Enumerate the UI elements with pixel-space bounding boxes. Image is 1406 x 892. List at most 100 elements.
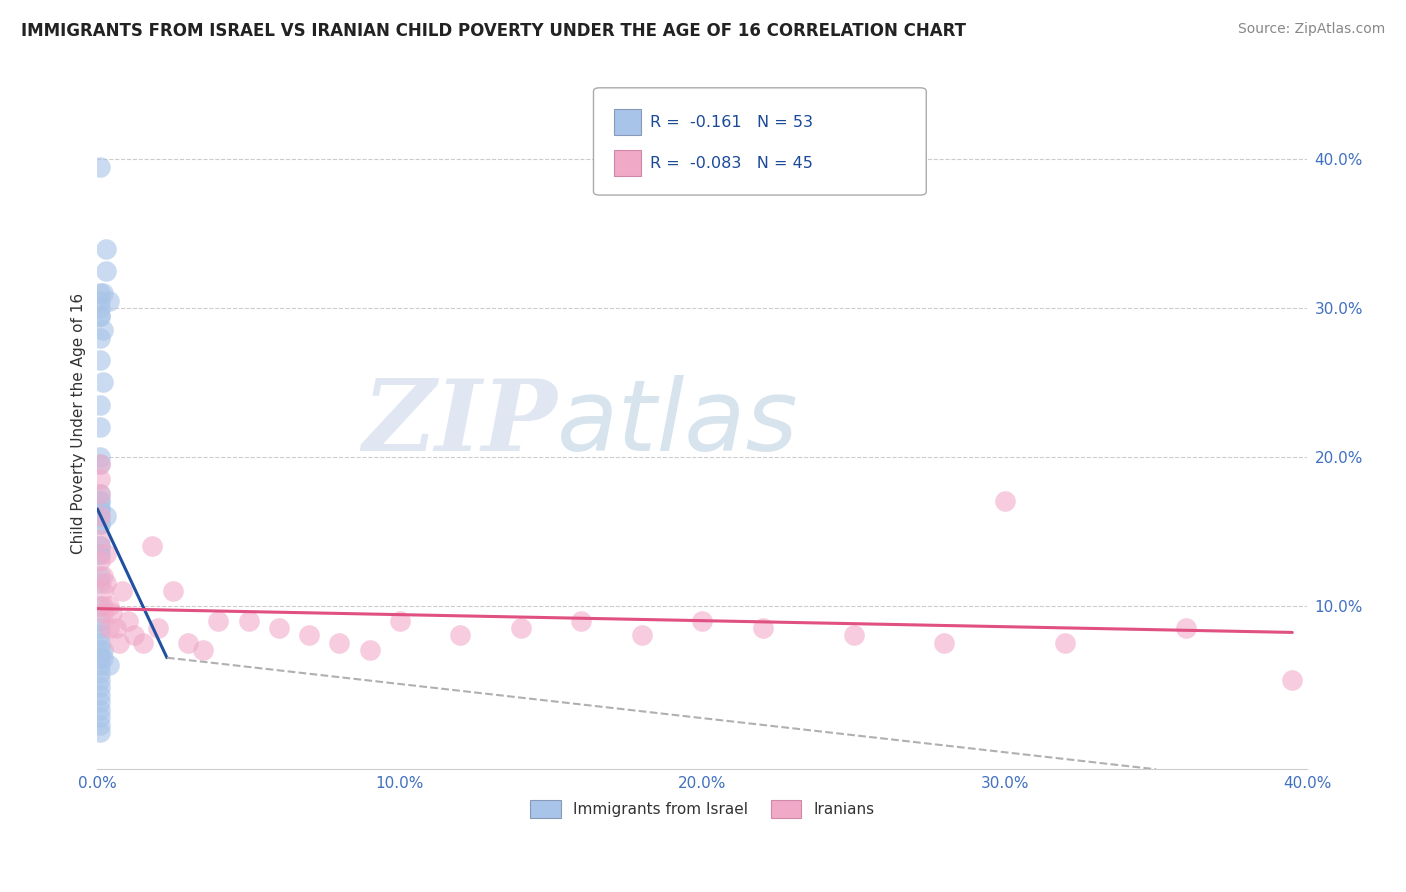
Point [89,628,111,642]
FancyBboxPatch shape [614,150,641,177]
Point [93,569,115,583]
Point [89,614,111,628]
Point [89,688,111,702]
Point [89,472,111,486]
Point [89,509,111,524]
Point [93,376,115,390]
Point [89,293,111,308]
Point [98,621,121,635]
Point [89,502,111,516]
Point [89,494,111,508]
Point [96,576,118,591]
Point [117,614,139,628]
Text: R =  -0.083   N = 45: R = -0.083 N = 45 [651,156,813,171]
Point [89,665,111,680]
Point [328,636,350,650]
Point [93,650,115,665]
Point [631,628,654,642]
Point [89,539,111,553]
Point [89,547,111,561]
Text: R =  -0.161   N = 53: R = -0.161 N = 53 [651,115,813,130]
Point [162,583,184,598]
Point [122,628,145,642]
Point [93,286,115,301]
Point [89,643,111,657]
Point [89,703,111,717]
Point [388,614,411,628]
Point [89,658,111,673]
Point [89,717,111,731]
Point [89,487,111,501]
Point [193,643,215,657]
Point [298,628,321,642]
Point [89,309,111,323]
Y-axis label: Child Poverty Under the Age of 16: Child Poverty Under the Age of 16 [72,293,86,554]
Point [1175,621,1198,635]
Point [89,554,111,568]
Point [89,309,111,323]
Point [93,583,115,598]
Point [146,621,169,635]
Point [96,547,118,561]
Text: IMMIGRANTS FROM ISRAEL VS IRANIAN CHILD POVERTY UNDER THE AGE OF 16 CORRELATION : IMMIGRANTS FROM ISRAEL VS IRANIAN CHILD … [21,22,966,40]
Point [89,673,111,687]
Point [89,516,111,531]
Point [98,599,121,613]
Point [89,516,111,531]
Point [89,487,111,501]
Point [89,286,111,301]
Point [89,725,111,739]
Point [359,643,381,657]
Point [96,264,118,278]
Point [93,599,115,613]
Point [89,547,111,561]
Point [107,636,129,650]
Point [89,710,111,724]
Point [89,301,111,315]
Point [93,643,115,657]
Point [89,695,111,709]
Point [89,509,111,524]
Point [98,293,121,308]
Point [89,502,111,516]
Point [842,628,865,642]
Point [1054,636,1077,650]
Point [752,621,775,635]
Point [89,650,111,665]
Legend: Immigrants from Israel, Iranians: Immigrants from Israel, Iranians [524,794,880,824]
Point [89,532,111,546]
Point [110,583,132,598]
Point [89,450,111,464]
Point [1281,673,1303,687]
Point [238,614,260,628]
Point [89,420,111,434]
FancyBboxPatch shape [593,87,927,195]
Point [89,539,111,553]
Point [93,606,115,620]
Point [89,160,111,174]
Point [89,569,111,583]
Point [692,614,714,628]
Point [934,636,956,650]
Point [89,621,111,635]
FancyBboxPatch shape [614,109,641,135]
Point [89,681,111,695]
Point [89,458,111,472]
Point [449,628,471,642]
Point [89,494,111,508]
Point [96,242,118,256]
Point [89,353,111,368]
Point [96,509,118,524]
Point [509,621,531,635]
Point [101,606,124,620]
Point [93,323,115,337]
Text: atlas: atlas [557,375,799,472]
Point [177,636,200,650]
Text: Source: ZipAtlas.com: Source: ZipAtlas.com [1237,22,1385,37]
Point [89,398,111,412]
Point [141,539,163,553]
Text: ZIP: ZIP [363,376,557,472]
Point [132,636,155,650]
Point [207,614,229,628]
Point [104,621,127,635]
